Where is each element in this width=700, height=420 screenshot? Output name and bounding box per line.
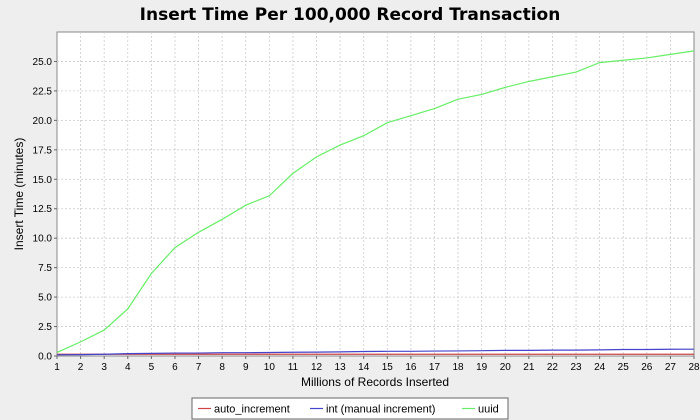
grid-lines [57,32,694,356]
x-tick-label: 5 [149,362,155,373]
x-tick-label: 16 [405,362,417,373]
legend-label-uuid: uuid [478,404,499,416]
x-tick-label: 18 [453,362,465,373]
x-tick-label: 9 [243,362,249,373]
x-tick-label: 23 [570,362,582,373]
x-tick-label: 6 [172,362,178,373]
y-tick-label: 0.0 [38,352,52,363]
x-tick-label: 8 [219,362,225,373]
y-tick-label: 2.5 [38,322,52,333]
x-tick-label: 27 [665,362,677,373]
y-axis-label: Insert Time (minutes) [12,138,26,251]
y-tick-label: 10.0 [33,234,53,245]
legend-label-auto-increment: auto_increment [214,404,290,416]
x-tick-label: 10 [264,362,276,373]
x-tick-label: 13 [335,362,347,373]
chart-title: Insert Time Per 100,000 Record Transacti… [140,5,561,25]
x-axis-ticks: 1 2 3 4 5 6 7 8 9 10 11 12 13 14 15 16 17 18 19 20 21 22 23 24 2… [54,356,700,373]
legend-box [191,397,509,420]
x-tick-label: 22 [547,362,559,373]
x-tick-label: 4 [125,362,131,373]
x-tick-label: 21 [523,362,535,373]
x-tick-label: 11 [288,362,299,373]
y-tick-label: 15.0 [33,175,53,186]
x-tick-label: 3 [101,362,107,373]
y-tick-label: 7.5 [38,263,52,274]
x-tick-label: 2 [78,362,84,373]
y-tick-label: 17.5 [33,145,53,156]
x-tick-label: 24 [594,362,606,373]
x-tick-label: 15 [382,362,394,373]
x-tick-label: 12 [311,362,323,373]
x-tick-label: 17 [429,362,441,373]
y-tick-label: 5.0 [38,293,52,304]
series-line-int-manual-increment [56,348,695,356]
y-tick-label: 22.5 [33,86,53,97]
x-tick-label: 7 [196,362,202,373]
x-tick-label: 20 [500,362,512,373]
series-line-uuid [56,50,695,354]
legend: auto_increment int (manual increment) uu… [191,397,509,420]
x-tick-label: 26 [641,362,653,373]
x-axis-label: Millions of Records Inserted [301,375,449,389]
y-tick-label: 25.0 [33,57,53,68]
y-tick-label: 12.5 [33,204,53,215]
plot-area [56,31,695,357]
x-tick-label: 28 [688,362,700,373]
x-tick-label: 19 [476,362,488,373]
legend-label-int-manual-increment: int (manual increment) [326,404,435,416]
series-lines [56,50,695,356]
x-tick-label: 25 [618,362,630,373]
x-tick-label: 1 [54,362,60,373]
x-tick-label: 14 [358,362,370,373]
y-axis-ticks: 0.0 2.5 5.0 7.5 10.0 12.5 15.0 17.5 20.0 22.5 25.0 [33,57,57,363]
y-tick-label: 20.0 [33,116,53,127]
